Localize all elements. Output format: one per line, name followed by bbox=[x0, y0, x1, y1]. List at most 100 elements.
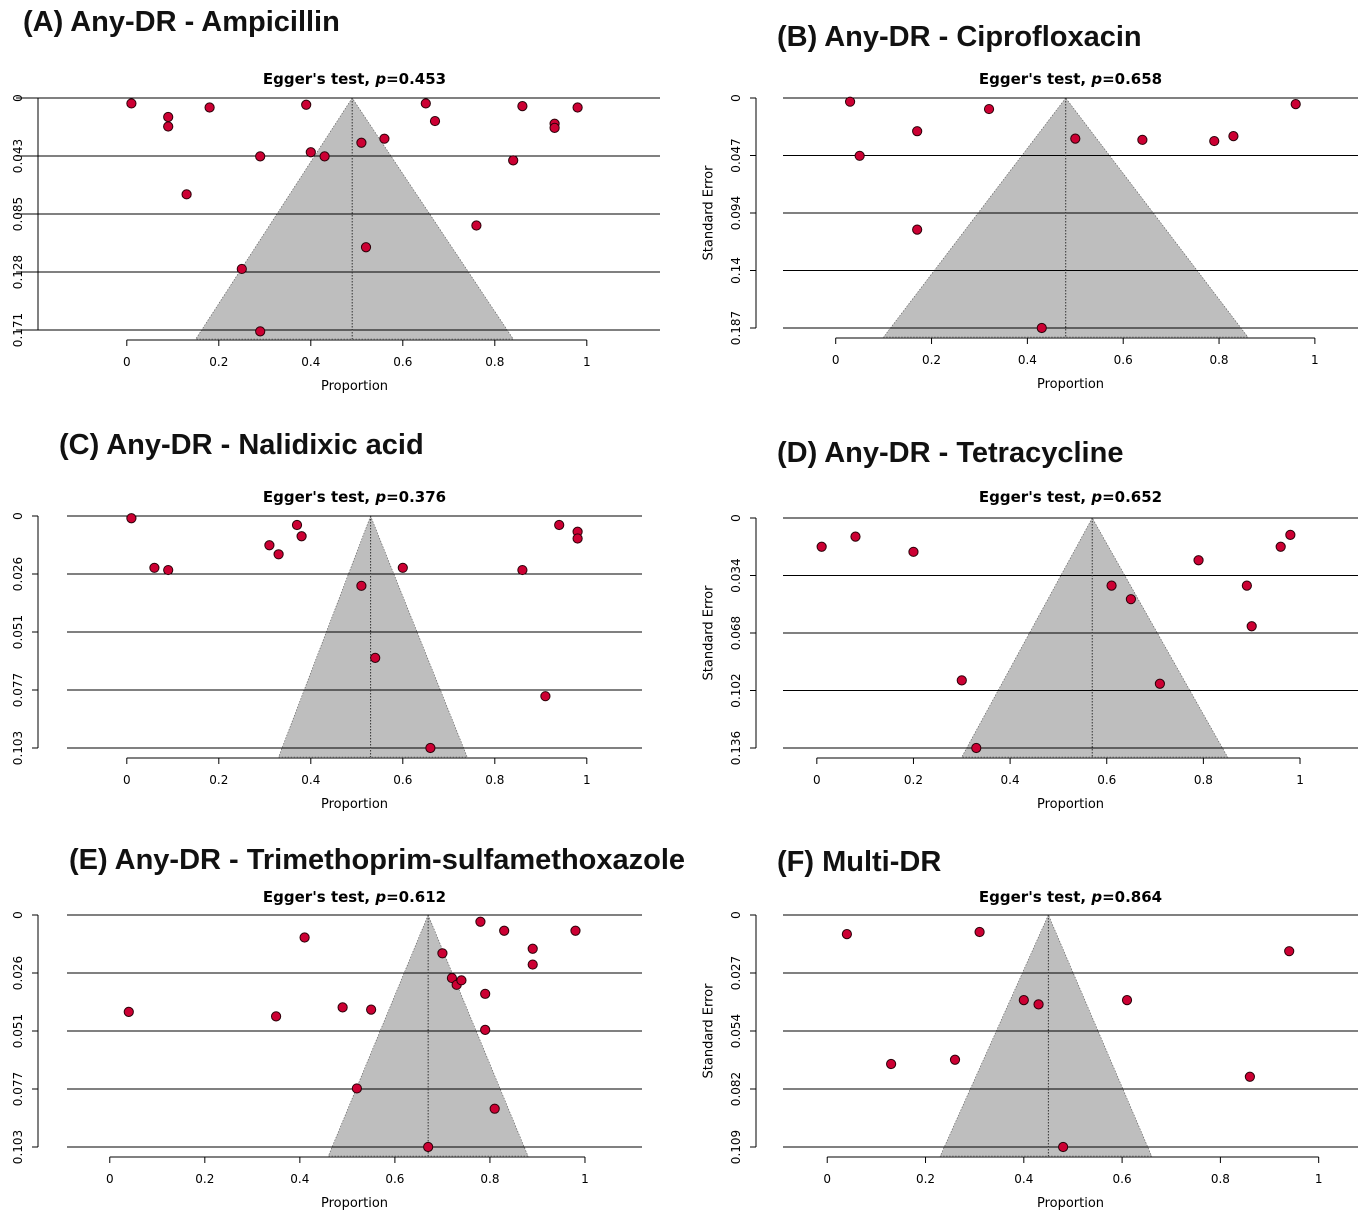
eggers-test-label: Egger's test, p=0.612 bbox=[263, 888, 446, 906]
y-tick-label: 0.136 bbox=[729, 731, 743, 765]
study-point bbox=[305, 147, 316, 158]
funnel-region bbox=[278, 515, 468, 758]
funnel-plot-panel-d: (D) Any-DR - Tetracycline 0 0.034 0.068 0.1… bbox=[682, 406, 1364, 812]
study-point bbox=[360, 242, 372, 253]
x-tick-label: 0.2 bbox=[195, 1172, 214, 1186]
study-point bbox=[508, 155, 519, 166]
study-point bbox=[370, 652, 381, 664]
study-point bbox=[480, 1024, 491, 1035]
y-tick-label: 0.034 bbox=[729, 558, 743, 592]
study-point bbox=[572, 102, 583, 113]
study-point bbox=[299, 932, 310, 943]
study-point bbox=[949, 1054, 961, 1065]
study-point bbox=[844, 96, 856, 107]
p-symbol: p bbox=[1090, 488, 1102, 506]
y-tick-label: 0.094 bbox=[729, 196, 743, 230]
eggers-test-prefix: Egger's test, bbox=[979, 888, 1091, 906]
y-tick-label: 0 bbox=[11, 512, 25, 520]
eggers-test-label: Egger's test, p=0.453 bbox=[263, 70, 446, 88]
study-point bbox=[572, 533, 583, 544]
study-point bbox=[296, 531, 307, 542]
y-tick-label: 0 bbox=[729, 911, 743, 919]
y-tick-label: 0.051 bbox=[11, 615, 25, 649]
study-point bbox=[1285, 529, 1296, 541]
study-point bbox=[301, 99, 312, 110]
x-axis-label: Proportion bbox=[321, 379, 388, 394]
funnel-region bbox=[883, 97, 1249, 338]
y-tick-label: 0.187 bbox=[729, 311, 743, 345]
x-tick-label: 0.8 bbox=[480, 1172, 499, 1186]
study-point bbox=[456, 975, 467, 986]
x-tick-label: 0 bbox=[832, 353, 840, 367]
study-point bbox=[517, 564, 528, 576]
study-point bbox=[912, 126, 923, 137]
study-point bbox=[1070, 133, 1081, 144]
study-point bbox=[351, 1083, 362, 1094]
eggers-test-prefix: Egger's test, bbox=[263, 488, 375, 506]
x-axis-label: Proportion bbox=[321, 797, 388, 812]
study-point bbox=[841, 929, 852, 940]
funnel-region bbox=[939, 914, 1153, 1157]
study-point bbox=[1154, 678, 1165, 689]
eggers-test-prefix: Egger's test, bbox=[979, 70, 1091, 88]
x-tick-label: 0 bbox=[123, 355, 131, 369]
study-point bbox=[319, 151, 330, 162]
panel-title: (A) Any-DR - Ampicillin bbox=[23, 6, 340, 38]
x-tick-label: 0.4 bbox=[1014, 1172, 1033, 1186]
study-point bbox=[356, 137, 367, 148]
study-point bbox=[163, 111, 174, 123]
study-point bbox=[1125, 594, 1136, 605]
study-point bbox=[1228, 131, 1239, 142]
y-tick-label: 0.109 bbox=[729, 1130, 743, 1164]
study-point bbox=[163, 564, 174, 576]
x-tick-label: 0.6 bbox=[385, 1172, 404, 1186]
panel-title: (D) Any-DR - Tetracycline bbox=[777, 437, 1124, 469]
y-axis-label: Standard Error bbox=[702, 165, 717, 261]
study-point bbox=[1106, 580, 1117, 591]
x-tick-label: 0.2 bbox=[904, 773, 923, 787]
study-point bbox=[1036, 322, 1047, 334]
x-axis-label: Proportion bbox=[1037, 377, 1104, 392]
study-point bbox=[489, 1103, 500, 1114]
x-tick-label: 0.4 bbox=[290, 1172, 309, 1186]
study-point bbox=[1246, 621, 1257, 632]
y-tick-label: 0.128 bbox=[11, 255, 25, 289]
x-tick-label: 0.4 bbox=[1018, 353, 1037, 367]
study-point bbox=[149, 562, 160, 573]
x-tick-label: 0.4 bbox=[301, 773, 320, 787]
study-point bbox=[270, 1011, 282, 1022]
y-tick-label: 0.047 bbox=[729, 138, 743, 172]
study-point bbox=[397, 562, 408, 573]
panel-title: (B) Any-DR - Ciprofloxacin bbox=[777, 21, 1142, 53]
x-tick-label: 1 bbox=[581, 1172, 589, 1186]
study-point bbox=[356, 580, 367, 591]
x-tick-label: 0.2 bbox=[209, 773, 228, 787]
study-point bbox=[1275, 541, 1286, 552]
study-point bbox=[471, 220, 482, 231]
funnel-plot-chart: 0 0.047 0.094 0.14 0.187 0 0.2 0.4 0.6 0.8 1 Propor… bbox=[702, 70, 1358, 392]
x-tick-label: 0.2 bbox=[922, 353, 941, 367]
funnel-plot-chart: 0 0.034 0.068 0.102 0.136 0 0.2 0.4 0.6 0.8 1 Propo… bbox=[702, 488, 1358, 812]
study-point bbox=[983, 103, 995, 115]
eggers-test-prefix: Egger's test, bbox=[263, 888, 375, 906]
x-axis-label: Proportion bbox=[1037, 797, 1104, 812]
p-value: =0.376 bbox=[386, 488, 446, 506]
x-tick-label: 0.8 bbox=[1209, 353, 1228, 367]
study-point bbox=[816, 541, 827, 552]
study-point bbox=[236, 263, 247, 275]
study-point bbox=[956, 675, 967, 686]
x-tick-label: 1 bbox=[1296, 773, 1304, 787]
study-point bbox=[480, 988, 491, 999]
x-tick-label: 1 bbox=[583, 773, 591, 787]
y-axis-label: Standard Error bbox=[702, 983, 717, 1079]
study-point bbox=[366, 1004, 377, 1015]
study-point bbox=[1209, 135, 1220, 147]
y-tick-label: 0 bbox=[11, 911, 25, 919]
study-point bbox=[1033, 999, 1044, 1010]
study-point bbox=[974, 926, 985, 938]
y-tick-label: 0 bbox=[729, 514, 743, 522]
x-tick-label: 0.8 bbox=[485, 773, 504, 787]
study-point bbox=[204, 102, 215, 113]
y-tick-label: 0.051 bbox=[11, 1014, 25, 1048]
study-point bbox=[554, 519, 565, 531]
